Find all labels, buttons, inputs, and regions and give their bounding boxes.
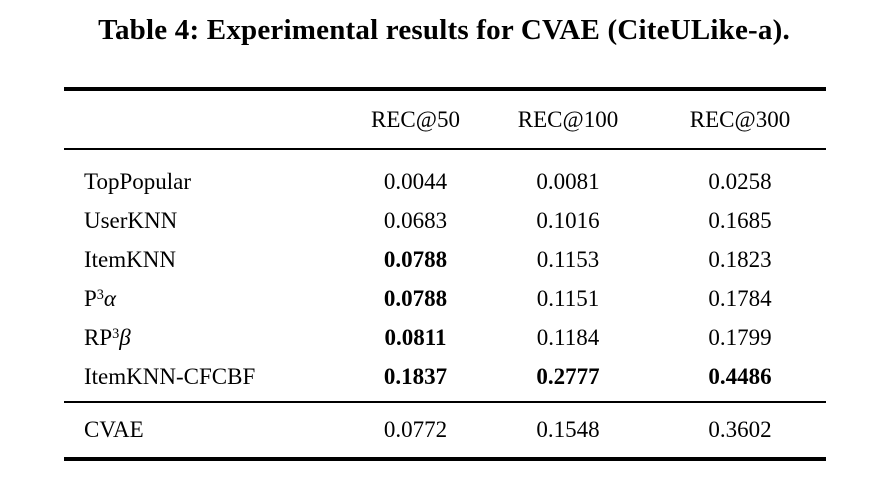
row-label-part: 3 bbox=[112, 325, 120, 342]
evaluated-model-rows: CVAE 0.0772 0.1548 0.3602 bbox=[64, 402, 826, 459]
metric-value: 0.0788 bbox=[383, 285, 448, 311]
header-cell-rec300: REC@300 bbox=[689, 106, 791, 132]
results-table-container: REC@50 REC@100 REC@300 TopPopular 0.0044 0… bbox=[64, 87, 826, 461]
baseline-row: TopPopular 0.0044 0.0081 0.0258 bbox=[64, 149, 826, 201]
row-label: UserKNN bbox=[64, 201, 349, 240]
row-label-part: TopPopular bbox=[84, 168, 191, 194]
baseline-row: RP3β 0.0811 0.1184 0.1799 bbox=[64, 318, 826, 357]
row-label: ItemKNN bbox=[64, 240, 349, 279]
metric-value: 0.1837 bbox=[383, 363, 448, 389]
header-cell-rec100: REC@100 bbox=[517, 106, 619, 132]
row-label-part: ItemKNN bbox=[84, 246, 176, 272]
metric-value: 0.2777 bbox=[536, 363, 600, 389]
table-header: REC@50 REC@100 REC@300 bbox=[64, 89, 826, 149]
header-cell-rec50: REC@50 bbox=[371, 106, 460, 132]
baseline-row: P3α 0.0788 0.1151 0.1784 bbox=[64, 279, 826, 318]
metric-value: 0.0788 bbox=[383, 246, 448, 272]
row-label-part: β bbox=[119, 324, 131, 350]
row-label: RP3β bbox=[64, 318, 349, 357]
row-label: ItemKNN-CFCBF bbox=[64, 357, 349, 402]
row-label-part: RP bbox=[84, 324, 113, 350]
baseline-row: ItemKNN-CFCBF 0.1837 0.2777 0.4486 bbox=[64, 357, 826, 402]
row-label-part: α bbox=[103, 285, 116, 311]
header-row: REC@50 REC@100 REC@300 bbox=[64, 89, 826, 149]
row-label: P3α bbox=[64, 279, 349, 318]
metric-value: 0.1823 bbox=[708, 246, 772, 272]
metric-value: 0.0772 bbox=[383, 417, 448, 442]
row-label: CVAE bbox=[64, 402, 349, 459]
row-label-part: UserKNN bbox=[84, 207, 178, 233]
metric-value: 0.0683 bbox=[383, 207, 448, 233]
metric-value: 0.0258 bbox=[708, 168, 772, 194]
metric-value: 0.1184 bbox=[536, 324, 600, 350]
metric-value: 0.1685 bbox=[708, 207, 772, 233]
metric-value: 0.4486 bbox=[708, 363, 772, 389]
row-label: TopPopular bbox=[64, 149, 349, 201]
metric-value: 0.0811 bbox=[384, 324, 447, 350]
baseline-row: ItemKNN 0.0788 0.1153 0.1823 bbox=[64, 240, 826, 279]
table-caption: Table 4: Experimental results for CVAE (… bbox=[98, 14, 790, 46]
row-label-part: ItemKNN-CFCBF bbox=[84, 363, 256, 389]
metric-value: 0.3602 bbox=[708, 417, 772, 442]
metric-value: 0.0044 bbox=[383, 168, 448, 194]
baseline-rows: TopPopular 0.0044 0.0081 0.0258 UserKNN 0.068… bbox=[64, 149, 826, 402]
results-table: REC@50 REC@100 REC@300 TopPopular 0.0044 0… bbox=[64, 87, 826, 461]
metric-value: 0.1799 bbox=[708, 324, 772, 350]
row-label-part: CVAE bbox=[84, 417, 144, 442]
row-label-part: 3 bbox=[96, 286, 104, 303]
row-label-part: P bbox=[84, 285, 97, 311]
metric-value: 0.1151 bbox=[536, 285, 600, 311]
metric-value: 0.1784 bbox=[708, 285, 772, 311]
metric-value: 0.1548 bbox=[536, 417, 600, 442]
metric-value: 0.1153 bbox=[536, 246, 600, 272]
header-cell-empty bbox=[64, 89, 349, 149]
metric-value: 0.0081 bbox=[536, 168, 600, 194]
evaluated-model-row: CVAE 0.0772 0.1548 0.3602 bbox=[64, 402, 826, 459]
metric-value: 0.1016 bbox=[536, 207, 600, 233]
baseline-row: UserKNN 0.0683 0.1016 0.1685 bbox=[64, 201, 826, 240]
